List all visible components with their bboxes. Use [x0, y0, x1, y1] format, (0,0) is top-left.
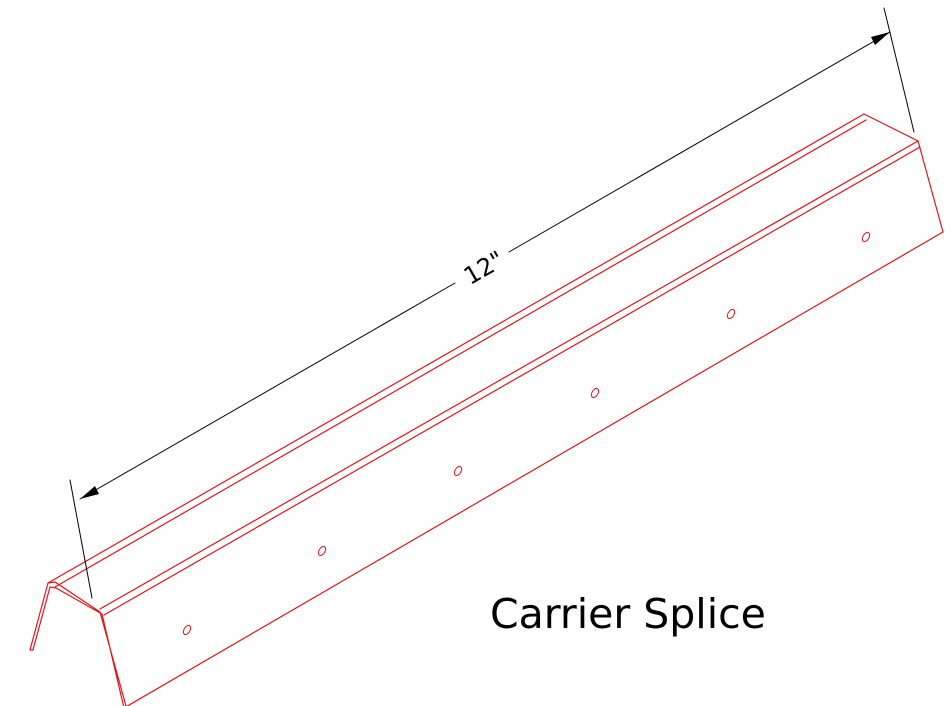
bolt-hole	[726, 308, 736, 320]
extension-line-left	[69, 479, 93, 599]
bolt-hole	[590, 387, 600, 399]
ridge-to-far-corner	[863, 113, 919, 142]
bottom-edge	[126, 231, 944, 706]
dimension-arrowhead-right	[871, 32, 890, 45]
dimension-label: 12"	[459, 245, 509, 290]
ridge-line-outer	[47, 113, 865, 584]
right-end-edge	[917, 140, 944, 233]
drawing-caption: Carrier Splice	[490, 590, 766, 638]
front-top-edge-outer	[99, 140, 919, 610]
dimension-line-segment-left	[79, 282, 456, 500]
dimension-line-segment-right	[508, 31, 891, 253]
dimension-arrowhead-left	[80, 486, 99, 499]
bolt-hole	[861, 231, 871, 243]
angle-bar-outline	[29, 113, 944, 706]
front-top-edge-inner	[103, 146, 921, 616]
bolt-holes	[182, 231, 871, 636]
left-end-face	[29, 581, 127, 706]
bolt-hole	[317, 545, 327, 557]
extension-line-right	[883, 7, 915, 133]
ridge-line-inner	[54, 119, 867, 588]
bolt-hole	[182, 624, 192, 636]
bolt-hole	[453, 465, 463, 477]
length-dimension: 12"	[69, 7, 915, 599]
